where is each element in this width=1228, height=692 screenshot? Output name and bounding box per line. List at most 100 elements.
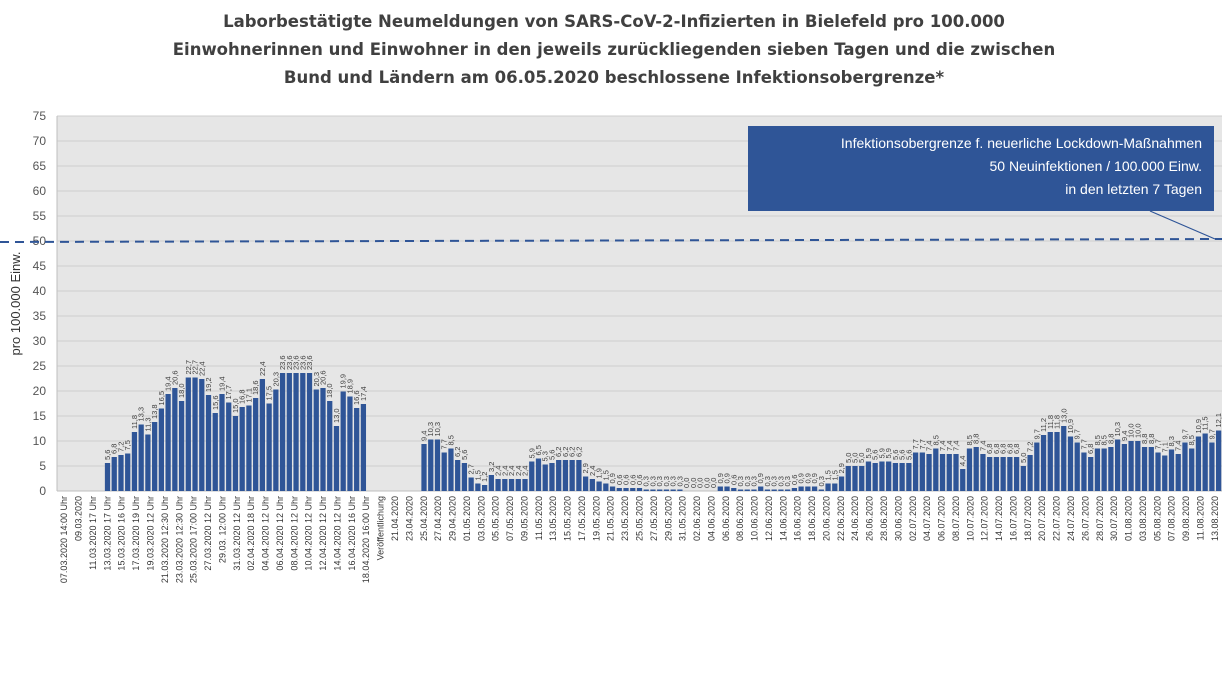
bar bbox=[1000, 457, 1006, 491]
bar-data-label: 4,4 bbox=[958, 456, 967, 466]
bar-data-label: 0,3 bbox=[743, 476, 752, 486]
bar bbox=[199, 379, 205, 491]
x-tick-label: 10.07.2020 bbox=[965, 496, 975, 541]
bar-data-label: 8,5 bbox=[931, 435, 940, 445]
bar-data-label: 0,6 bbox=[635, 475, 644, 485]
bar bbox=[832, 483, 838, 491]
x-axis-tick-labels: 07.03.2020 14:00 Uhr 09.03.2020 11.03.2020… bbox=[59, 496, 1220, 583]
bar bbox=[347, 396, 353, 491]
x-tick-label: 27.05.2020 bbox=[649, 496, 659, 541]
bar bbox=[441, 452, 447, 491]
bar-data-label: 11,8 bbox=[130, 415, 139, 429]
bar-data-label: 10,3 bbox=[426, 422, 435, 437]
bar bbox=[259, 379, 266, 491]
bar bbox=[434, 439, 441, 491]
x-tick-label: 13.03.2020 17 Uhr bbox=[102, 496, 112, 571]
x-tick-label: 22.07.2020 bbox=[1052, 496, 1062, 541]
bar bbox=[1182, 442, 1188, 491]
bar-data-label: 7,4 bbox=[978, 441, 987, 451]
bar bbox=[360, 404, 367, 491]
bar-data-label: 23,6 bbox=[292, 355, 301, 370]
bar-data-labels: 5,66,87,27,511,813,311,313,816,519,420,6… bbox=[103, 355, 1223, 488]
bar bbox=[165, 394, 171, 491]
x-tick-label: 26.06.2020 bbox=[865, 496, 875, 541]
bar-data-label: 20,6 bbox=[170, 370, 179, 385]
x-tick-label: 22.06.2020 bbox=[836, 496, 846, 541]
bar bbox=[785, 489, 791, 491]
bar-data-label: 11,8 bbox=[1046, 415, 1055, 429]
bar-data-label: 0,3 bbox=[749, 476, 758, 486]
x-tick-label: 27.04.2020 bbox=[433, 496, 443, 541]
bar-data-label: 6,8 bbox=[985, 444, 994, 454]
x-tick-label: 13.08.2020 bbox=[1210, 496, 1220, 541]
bar-data-label: 7,7 bbox=[1079, 439, 1088, 449]
bar-data-label: 17,1 bbox=[244, 388, 253, 403]
bar-data-label: 0,6 bbox=[615, 475, 624, 485]
annotation-line-2: 50 Neuinfektionen / 100.000 Einw. bbox=[990, 158, 1203, 174]
bar-data-label: 18,0 bbox=[325, 383, 334, 398]
bar-data-label: 0,0 bbox=[702, 478, 711, 488]
bar bbox=[145, 434, 151, 491]
bar bbox=[320, 388, 326, 491]
bar bbox=[791, 488, 798, 491]
y-tick-label: 70 bbox=[33, 134, 47, 148]
x-tick-label: 07.05.2020 bbox=[505, 496, 515, 541]
bar bbox=[1141, 447, 1148, 491]
bar-data-label: 0,9 bbox=[797, 473, 806, 483]
bar bbox=[879, 461, 885, 491]
x-tick-label: 25.05.2020 bbox=[635, 496, 645, 541]
bar bbox=[529, 461, 535, 491]
bar bbox=[266, 403, 272, 491]
bar-data-label: 5,6 bbox=[460, 450, 469, 460]
bar bbox=[623, 488, 629, 491]
bar-data-label: 20,3 bbox=[271, 372, 280, 387]
bar-data-label: 9,4 bbox=[1120, 431, 1129, 441]
bar bbox=[522, 479, 528, 491]
bar-data-label: 1,5 bbox=[830, 470, 839, 480]
bar-data-label: 8,8 bbox=[972, 434, 981, 444]
bar bbox=[872, 463, 878, 491]
bar-data-label: 0,6 bbox=[628, 475, 637, 485]
bar-data-label: 0,3 bbox=[642, 476, 651, 486]
bar bbox=[919, 452, 925, 491]
bar bbox=[253, 398, 259, 491]
x-tick-label: 21.03.2020 12:30 Uhr bbox=[160, 496, 170, 583]
x-tick-label: 01.05.2020 bbox=[462, 496, 472, 541]
x-tick-label: 13.05.2020 bbox=[548, 496, 558, 541]
bar-data-label: 13,3 bbox=[137, 407, 146, 422]
bar bbox=[946, 454, 952, 491]
bar bbox=[805, 486, 811, 491]
x-tick-label: 12.07.2020 bbox=[980, 496, 990, 541]
bar bbox=[219, 394, 225, 491]
x-tick-label: 28.06.2020 bbox=[879, 496, 889, 541]
bar-data-label: 6,8 bbox=[1086, 444, 1095, 454]
bar-data-label: 1,9 bbox=[595, 468, 604, 478]
bar-data-label: 7,4 bbox=[1174, 441, 1183, 451]
bar-data-label: 0,3 bbox=[662, 476, 671, 486]
bar bbox=[1081, 452, 1087, 491]
bar bbox=[279, 373, 286, 491]
bar bbox=[630, 488, 636, 491]
bar-data-label: 19,2 bbox=[204, 377, 213, 392]
bar bbox=[980, 454, 986, 491]
bar-data-label: 17,5 bbox=[265, 386, 274, 401]
y-tick-label: 25 bbox=[33, 359, 47, 373]
bar bbox=[670, 489, 676, 491]
bar bbox=[125, 453, 131, 491]
bar bbox=[293, 373, 299, 491]
bar-data-label: 1,5 bbox=[601, 470, 610, 480]
bar bbox=[892, 463, 899, 491]
bar-data-label: 2,4 bbox=[500, 466, 509, 476]
x-tick-label: 08.07.2020 bbox=[951, 496, 961, 541]
bar-data-label: 8,8 bbox=[1106, 434, 1115, 444]
bar-data-label: 10,9 bbox=[1066, 419, 1075, 434]
bar bbox=[354, 408, 360, 491]
bar-data-label: 7,7 bbox=[911, 439, 920, 449]
bar bbox=[912, 452, 919, 491]
bar-data-label: 0,9 bbox=[723, 473, 732, 483]
bar bbox=[192, 377, 198, 491]
x-tick-label: 07.08.2020 bbox=[1167, 496, 1177, 541]
bar bbox=[340, 391, 346, 491]
bar bbox=[1168, 449, 1175, 491]
bar bbox=[118, 455, 124, 491]
